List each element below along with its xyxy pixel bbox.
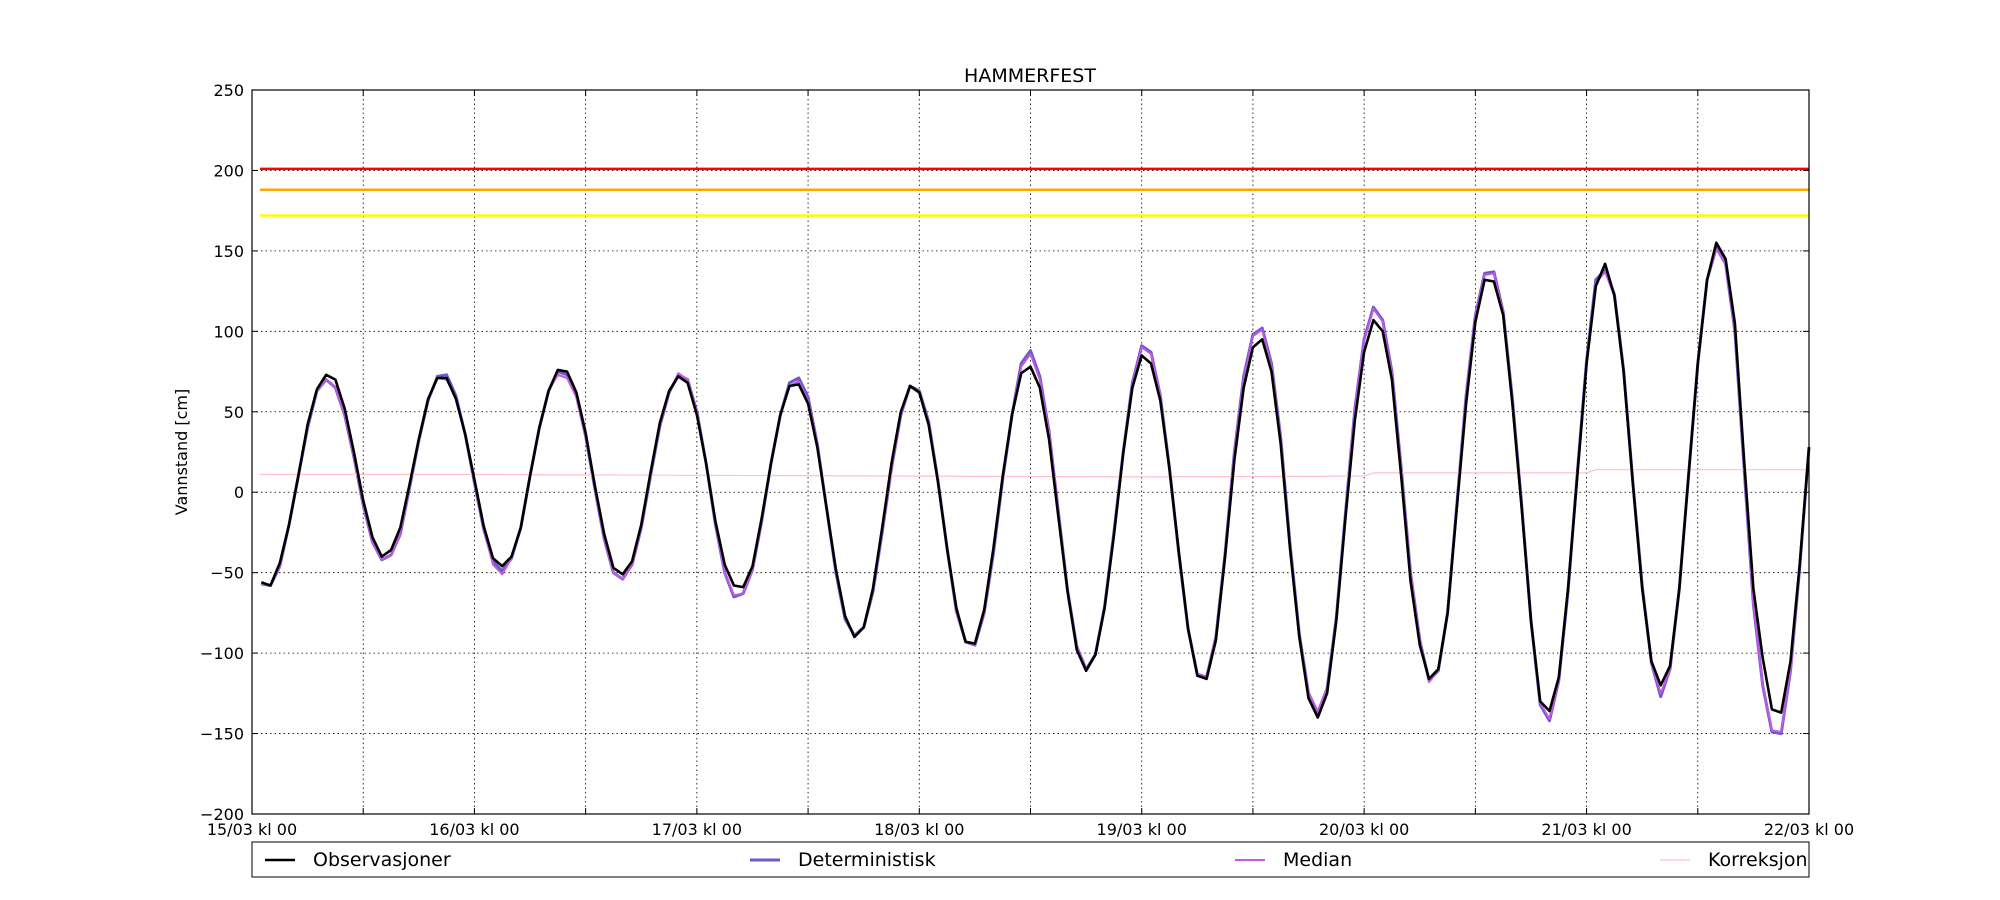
legend-label: Median: [1283, 849, 1352, 871]
x-tick-label: 22/03 kl 00: [1764, 820, 1854, 839]
y-tick-label: −150: [200, 725, 244, 744]
legend: Observasjoner Deterministisk Median Korreks…: [265, 849, 1808, 871]
x-tick-label: 15/03 kl 00: [207, 820, 297, 839]
series-layer: [260, 241, 1811, 736]
y-tick-label: 50: [224, 403, 244, 422]
y-tick-label: 250: [213, 81, 244, 100]
series-line-korreksjon: [260, 469, 1809, 478]
x-tick-label: 18/03 kl 00: [874, 820, 964, 839]
y-tick-label: 0: [234, 483, 244, 502]
y-tick-label: −100: [200, 644, 244, 663]
x-axis: 15/03 kl 00 16/03 kl 00 17/03 kl 00 18/03 k…: [207, 90, 1854, 839]
y-tick-label: −50: [210, 564, 244, 583]
y-tick-label: 200: [213, 161, 244, 180]
y-tick-label: 150: [213, 242, 244, 261]
threshold-layer: [260, 167, 1809, 217]
legend-label: Korreksjon: [1708, 849, 1808, 871]
x-tick-label: 16/03 kl 00: [429, 820, 519, 839]
y-axis: −200 −150 −100 −50 0 50 100 150 200 250: [200, 81, 1809, 824]
y-tick-label: 100: [213, 322, 244, 341]
grid-layer: [252, 90, 1809, 814]
legend-label: Deterministisk: [798, 849, 936, 871]
chart-title: HAMMERFEST: [964, 65, 1096, 87]
x-tick-label: 20/03 kl 00: [1319, 820, 1409, 839]
series-line-observasjoner: [260, 241, 1811, 719]
x-tick-label: 19/03 kl 00: [1097, 820, 1187, 839]
x-tick-label: 21/03 kl 00: [1541, 820, 1631, 839]
legend-frame: [251, 841, 1810, 878]
y-axis-label: Vannstand [cm]: [172, 389, 191, 515]
x-tick-label: 17/03 kl 00: [652, 820, 742, 839]
y-tick-label: −200: [200, 805, 244, 824]
legend-label: Observasjoner: [313, 849, 451, 871]
